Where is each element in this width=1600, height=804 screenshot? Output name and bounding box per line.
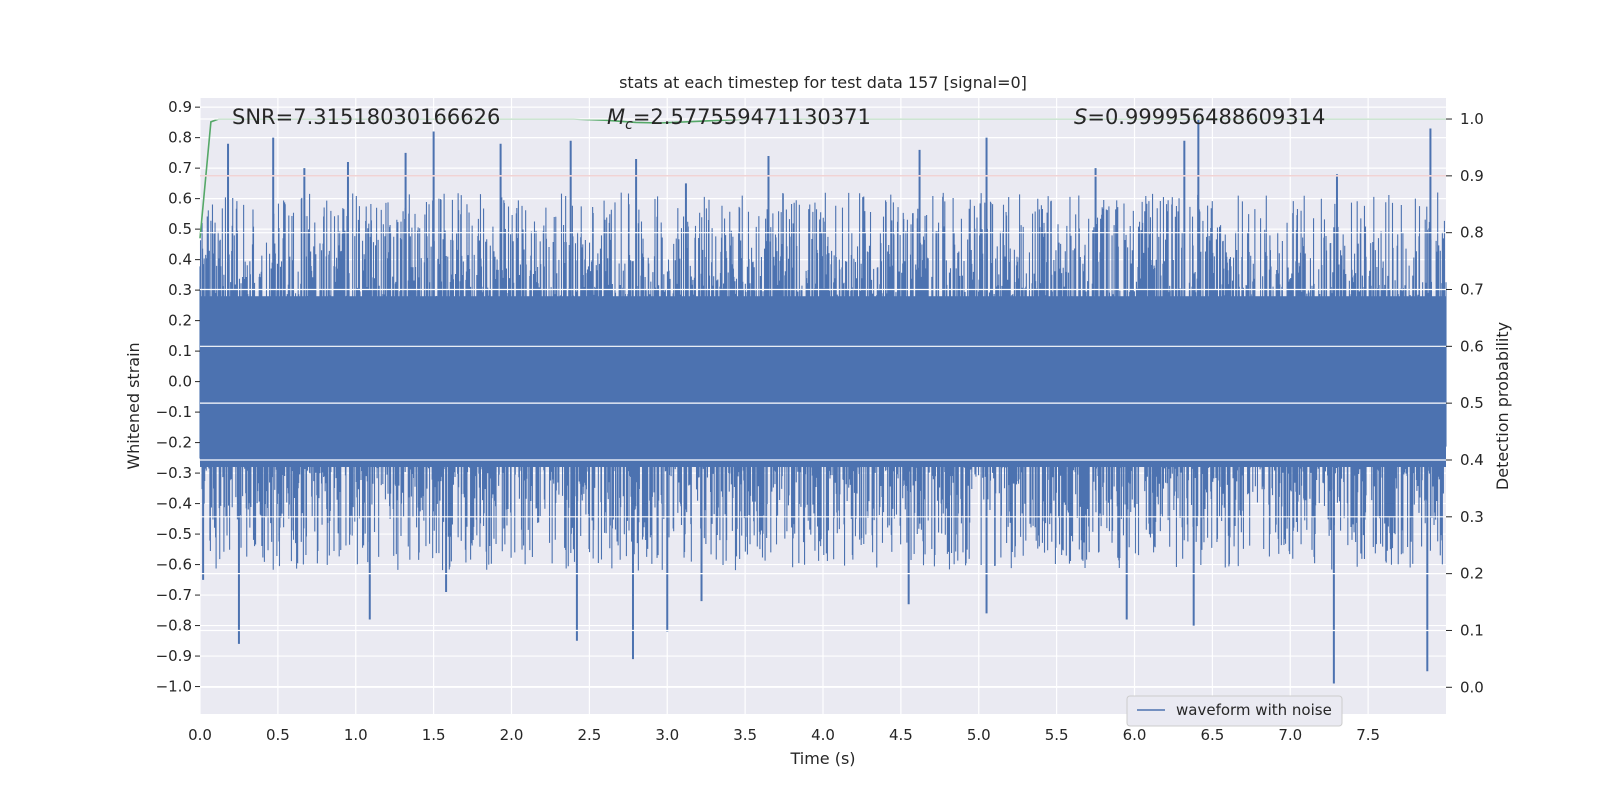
y2-tick-label: 0.5: [1460, 394, 1484, 412]
chirp-mass-value: =2.577559471130371: [633, 105, 871, 129]
x-tick-label: 1.5: [422, 726, 446, 744]
x-tick-labels: 0.0 0.5 1.0 1.5 2.0 2.5 3.0 3.5 4.0 4.5 5.0 5.5 6.0 6…: [188, 726, 1380, 744]
chirp-mass-annotation: Mc=2.577559471130371: [607, 105, 871, 133]
y-tick-label: −0.1: [156, 403, 192, 421]
y-tick-label: −0.4: [156, 495, 192, 513]
score-annotation: S=0.999956488609314: [1074, 105, 1325, 129]
x-tick-label: 2.0: [500, 726, 524, 744]
snr-annotation: SNR=7.31518030166626: [232, 105, 500, 129]
y2-tick-label: 0.6: [1460, 337, 1484, 355]
y-tick-label: −0.8: [156, 617, 192, 635]
x-tick-label: 5.5: [1045, 726, 1069, 744]
x-tick-label: 4.5: [889, 726, 913, 744]
x-tick-label: 6.5: [1200, 726, 1224, 744]
legend-label-waveform: waveform with noise: [1176, 701, 1332, 719]
x-tick-label: 4.0: [811, 726, 835, 744]
y2-gridlines: [200, 118, 1446, 688]
y2-tick-labels: 1.0 0.9 0.8 0.7 0.6 0.5 0.4 0.3 0.2 0.1 0.0: [1446, 110, 1484, 696]
y-tick-label: 0.0: [168, 373, 192, 391]
y-tick-label: 0.1: [168, 342, 192, 360]
chirp-mass-subscript: c: [625, 117, 633, 133]
x-tick-label: 6.0: [1123, 726, 1147, 744]
y-tick-label: −0.3: [156, 464, 192, 482]
y-tick-label: −0.2: [156, 434, 192, 452]
y-tick-label: 0.9: [168, 98, 192, 116]
x-tick-label: 1.0: [344, 726, 368, 744]
y2-tick-label: 0.7: [1460, 281, 1484, 299]
chirp-mass-symbol: M: [607, 105, 625, 129]
y-tick-label: 0.8: [168, 129, 192, 147]
y2-tick-label: 0.0: [1460, 678, 1484, 696]
score-value: =0.999956488609314: [1087, 105, 1325, 129]
y-tick-label: 0.3: [168, 281, 192, 299]
y2-tick-label: 0.3: [1460, 508, 1484, 526]
y-tick-labels: 0.9 0.8 0.7 0.6 0.5 0.4 0.3 0.2 0.1 0.0 −0.1 −0.2 −0…: [156, 98, 200, 696]
y-tick-label: 0.7: [168, 159, 192, 177]
y2-tick-label: 0.9: [1460, 167, 1484, 185]
y2-tick-label: 1.0: [1460, 110, 1484, 128]
legend-box: [1126, 695, 1343, 727]
y-tick-label: 0.5: [168, 220, 192, 238]
y-tick-label: −0.5: [156, 525, 192, 543]
waveform-series: [199, 119, 1447, 684]
x-tick-label: 2.5: [577, 726, 601, 744]
chart-title: stats at each timestep for test data 157…: [619, 73, 1027, 92]
y2-tick-label: 0.4: [1460, 451, 1484, 469]
y2-tick-label: 0.2: [1460, 565, 1484, 583]
x-tick-label: 5.0: [967, 726, 991, 744]
y-tick-label: −1.0: [156, 678, 192, 696]
x-tick-label: 3.5: [733, 726, 757, 744]
y2-tick-label: 0.1: [1460, 621, 1484, 639]
y-tick-label: 0.6: [168, 190, 192, 208]
score-symbol: S: [1074, 105, 1087, 129]
y-tick-label: −0.9: [156, 647, 192, 665]
y-tick-label: −0.7: [156, 586, 192, 604]
y-axis-label: Whitened strain: [124, 342, 143, 469]
x-axis-label: Time (s): [789, 749, 855, 768]
y-tick-label: 0.4: [168, 251, 192, 269]
x-tick-label: 7.0: [1278, 726, 1302, 744]
y2-axis-label: Detection probability: [1493, 322, 1512, 490]
y-tick-label: −0.6: [156, 556, 192, 574]
y-tick-label: 0.2: [168, 312, 192, 330]
x-tick-label: 0.0: [188, 726, 212, 744]
x-tick-label: 7.5: [1356, 726, 1380, 744]
y2-tick-label: 0.8: [1460, 224, 1484, 242]
legend: waveform with noise: [1126, 695, 1343, 727]
x-tick-label: 0.5: [266, 726, 290, 744]
waveform-core-band: [200, 296, 1446, 467]
x-tick-label: 3.0: [655, 726, 679, 744]
